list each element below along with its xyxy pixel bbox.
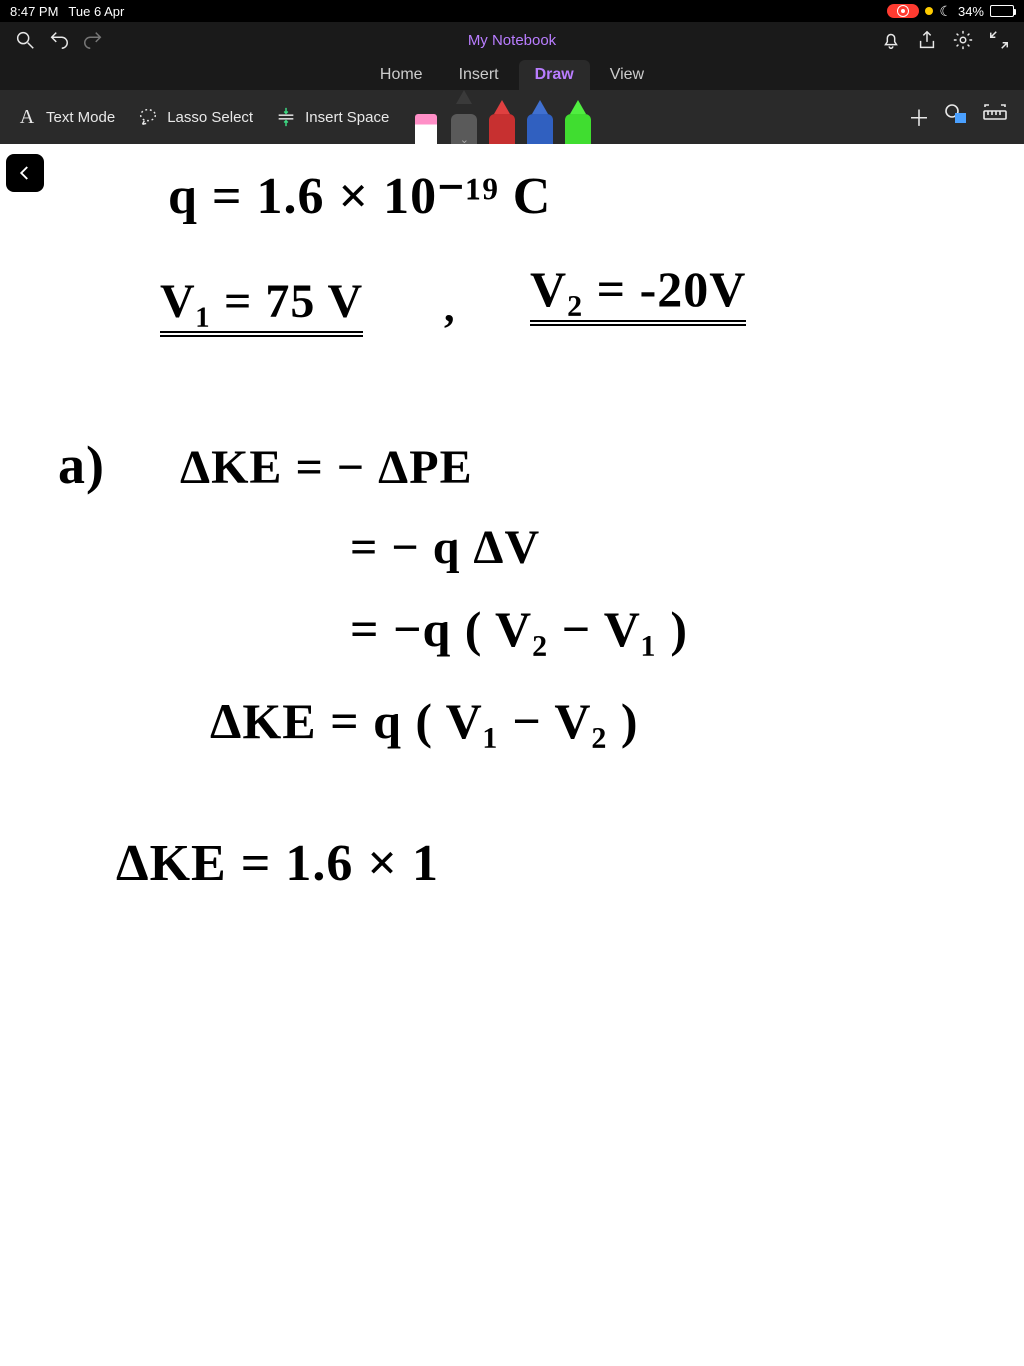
notebook-title[interactable]: My Notebook (468, 32, 556, 49)
search-icon[interactable] (8, 23, 42, 57)
handwritten-text: a) (58, 434, 105, 496)
tab-draw[interactable]: Draw (519, 60, 590, 90)
draw-toolbar: A Text Mode Lasso Select Insert Space ⌄ (0, 90, 1024, 144)
redo-icon[interactable] (76, 23, 110, 57)
handwritten-text: = −q ( V₂ − V₁ ) (350, 600, 688, 658)
dnd-indicator (925, 7, 933, 15)
lasso-icon (137, 106, 159, 128)
back-button[interactable] (6, 154, 44, 192)
exit-fullscreen-icon[interactable] (982, 23, 1016, 57)
pen-blue[interactable] (523, 100, 557, 144)
eraser-icon (415, 114, 437, 144)
pen-red[interactable] (485, 100, 519, 144)
text-mode-label: Text Mode (46, 109, 115, 126)
tab-insert[interactable]: Insert (443, 60, 515, 90)
tab-bar: Home Insert Draw View (0, 58, 1024, 90)
tab-home[interactable]: Home (364, 60, 439, 90)
handwritten-text: q = 1.6 × 10⁻¹⁹ C (168, 166, 551, 226)
canvas[interactable]: q = 1.6 × 10⁻¹⁹ C V₁ = 75 V, V₂ = -20V a) ΔK… (0, 144, 1024, 1366)
title-bar: My Notebook (0, 22, 1024, 58)
handwritten-text: V₂ = -20V (530, 260, 746, 326)
handwritten-text: , (444, 284, 456, 332)
handwritten-text: = − q ΔV (350, 520, 540, 575)
status-date: Tue 6 Apr (68, 4, 124, 19)
status-time: 8:47 PM (10, 4, 58, 19)
handwritten-text: V₁ = 75 V (160, 274, 363, 337)
recording-indicator[interactable] (887, 4, 919, 18)
shape-tool-icon[interactable] (944, 103, 968, 131)
text-mode-button[interactable]: A Text Mode (6, 100, 125, 134)
lasso-label: Lasso Select (167, 109, 253, 126)
handwritten-text: ΔKE = − ΔPE (180, 440, 473, 495)
tab-view[interactable]: View (594, 60, 660, 90)
share-icon[interactable] (910, 23, 944, 57)
insert-space-button[interactable]: Insert Space (265, 100, 399, 134)
battery-percent: 34% (958, 4, 984, 19)
pen-tray: ⌄ (409, 90, 595, 144)
pen-black[interactable]: ⌄ (447, 90, 481, 144)
insert-space-label: Insert Space (305, 109, 389, 126)
handwritten-text: ΔKE = 1.6 × 1 (116, 834, 439, 893)
add-pen-icon[interactable]: ＋ (908, 101, 930, 133)
bell-icon[interactable] (874, 23, 908, 57)
lasso-select-button[interactable]: Lasso Select (127, 100, 263, 134)
highlighter-green[interactable] (561, 100, 595, 144)
handwritten-text: ΔKE = q ( V₁ − V₂ ) (210, 692, 639, 750)
night-mode-icon: ☾ (939, 4, 952, 18)
ruler-icon[interactable] (982, 103, 1008, 131)
gear-icon[interactable] (946, 23, 980, 57)
chevron-down-icon: ⌄ (460, 133, 469, 144)
eraser-tool[interactable] (409, 100, 443, 144)
insert-space-icon (275, 106, 297, 128)
status-bar: 8:47 PM Tue 6 Apr ☾ 34% (0, 0, 1024, 22)
text-mode-icon: A (16, 106, 38, 128)
undo-icon[interactable] (42, 23, 76, 57)
battery-icon (990, 5, 1014, 17)
